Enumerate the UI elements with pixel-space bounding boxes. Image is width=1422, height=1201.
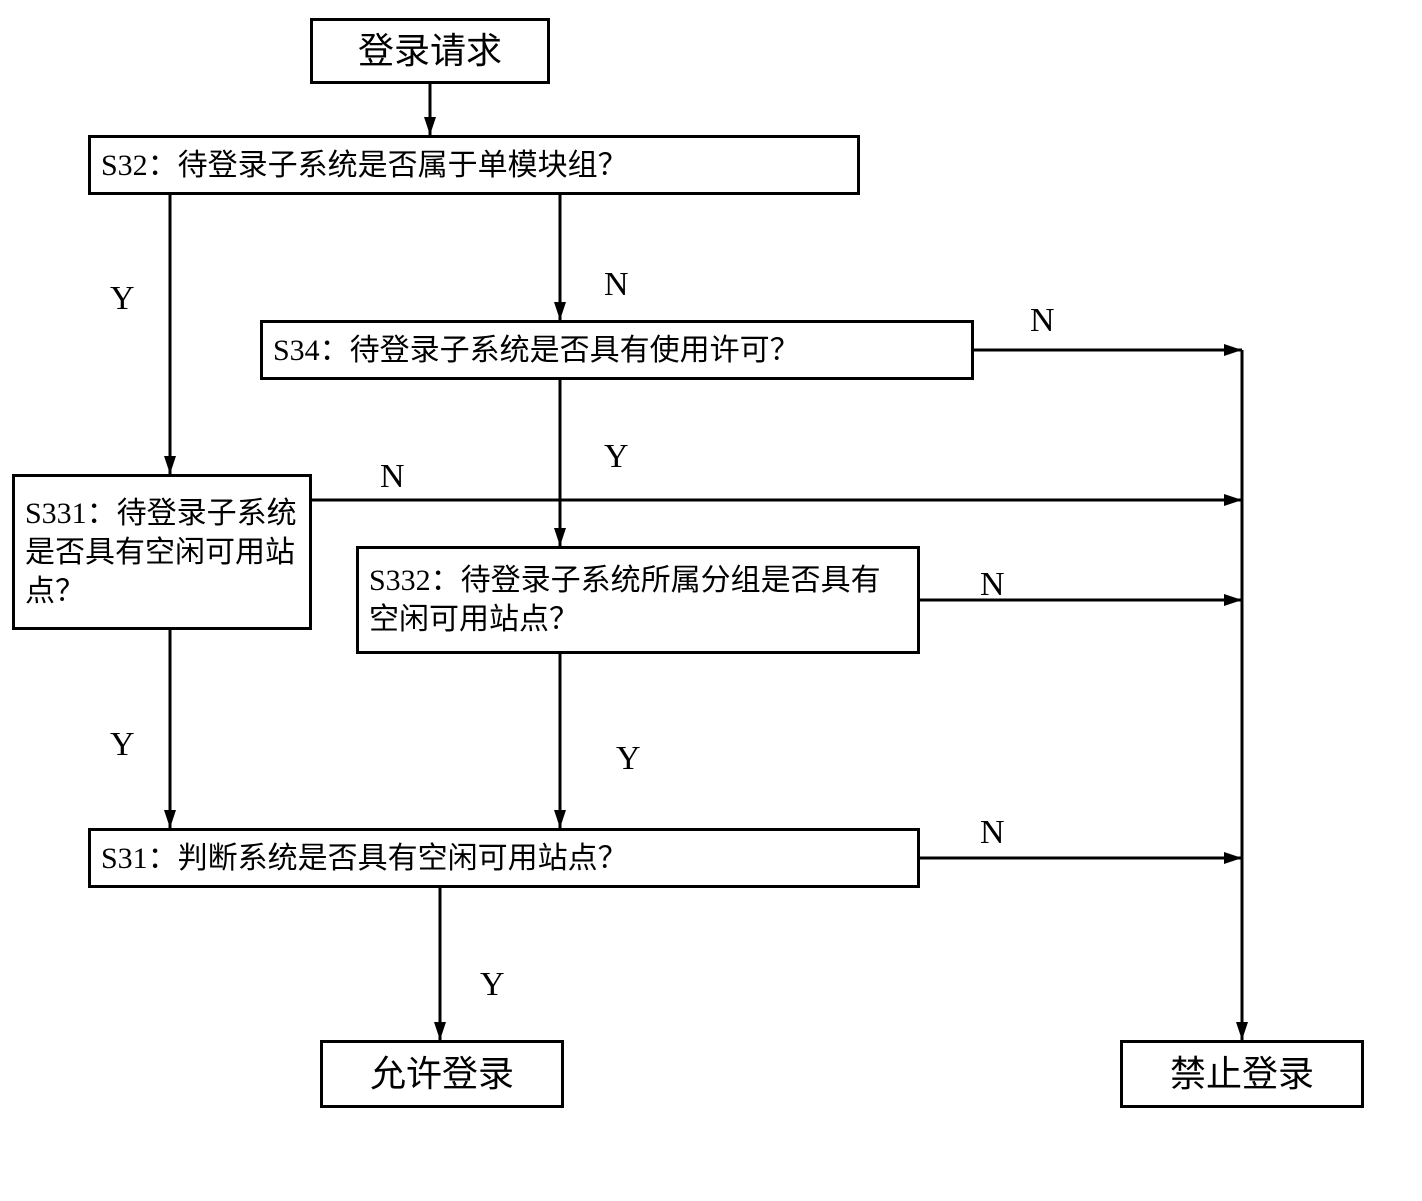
flowchart-canvas: 登录请求 S32：待登录子系统是否属于单模块组？ S34：待登录子系统是否具有使… [0, 0, 1422, 1201]
label-s331-n: N [380, 458, 405, 496]
node-start-text: 登录请求 [358, 28, 502, 75]
node-allow-text: 允许登录 [370, 1051, 514, 1098]
node-s332-text: S332：待登录子系统所属分组是否具有空闲可用站点？ [369, 561, 907, 639]
label-s34-y: Y [604, 438, 629, 476]
node-s34-text: S34：待登录子系统是否具有使用许可？ [273, 331, 800, 370]
node-s331-text: S331：待登录子系统是否具有空闲可用站点？ [25, 494, 299, 611]
node-s34: S34：待登录子系统是否具有使用许可？ [260, 320, 974, 380]
node-s31: S31：判断系统是否具有空闲可用站点？ [88, 828, 920, 888]
node-deny: 禁止登录 [1120, 1040, 1364, 1108]
label-s331-y: Y [110, 726, 135, 764]
label-s332-n: N [980, 566, 1005, 604]
node-deny-text: 禁止登录 [1170, 1051, 1314, 1098]
label-s32-y: Y [110, 280, 135, 318]
label-s34-n: N [1030, 302, 1055, 340]
label-s32-n: N [604, 266, 629, 304]
node-allow: 允许登录 [320, 1040, 564, 1108]
node-s31-text: S31：判断系统是否具有空闲可用站点？ [101, 839, 628, 878]
node-s32: S32：待登录子系统是否属于单模块组？ [88, 135, 860, 195]
node-s332: S332：待登录子系统所属分组是否具有空闲可用站点？ [356, 546, 920, 654]
label-s31-y: Y [480, 966, 505, 1004]
label-s332-y: Y [616, 740, 641, 778]
node-s331: S331：待登录子系统是否具有空闲可用站点？ [12, 474, 312, 630]
node-s32-text: S32：待登录子系统是否属于单模块组？ [101, 146, 628, 185]
node-start: 登录请求 [310, 18, 550, 84]
label-s31-n: N [980, 814, 1005, 852]
